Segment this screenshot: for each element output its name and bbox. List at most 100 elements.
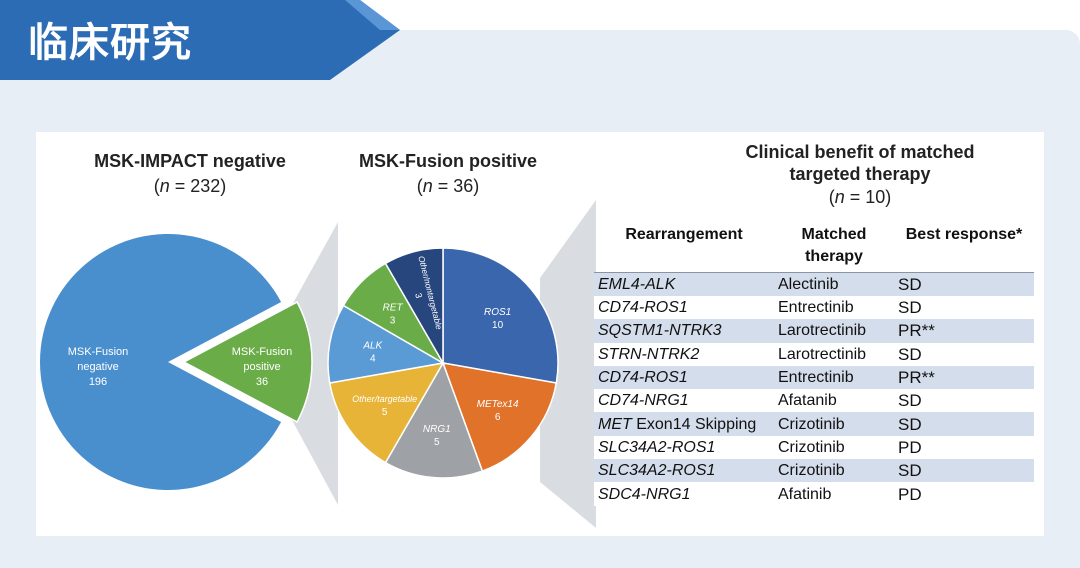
pie2-slice-metex14 [441,362,558,473]
cell-therapy: Crizotinib [774,412,894,436]
table-row: MET Exon14 Skipping Crizotinib SD [594,412,1034,436]
gene-name: SLC34A2-ROS1 [598,462,716,480]
cell-therapy: Entrectinib [774,365,894,390]
cell-rearrangement: CD74-ROS1 [594,296,774,320]
pie2-slice-other-nontargetable [384,247,444,366]
cell-response: PD [894,435,1034,460]
table-header-row: Rearrangement Matched therapy Best respo… [594,215,1034,273]
pie2-label-other-targetable: Other/targetable [352,394,417,404]
pie2-n-value: = 36 [437,176,474,196]
gene-name: SLC34A2-ROS1 [598,438,716,456]
cell-rearrangement: CD74-NRG1 [594,389,774,413]
table-row: EML4-ALK Alectinib SD [594,272,1034,296]
cell-rearrangement: CD74-ROS1 [594,365,774,390]
table-row: CD74-ROS1 Entrectinib PR** [594,365,1034,390]
cell-rearrangement: STRN-NTRK2 [594,342,774,366]
cell-response: SD [894,412,1034,436]
table-row: CD74-NRG1 Afatanib SD [594,389,1034,413]
connector-shade-1-inner [300,250,330,480]
gene-name: SDC4-NRG1 [598,485,691,503]
header-banner-shape [0,0,400,80]
cell-rearrangement: MET Exon14 Skipping [594,412,774,436]
header-banner [0,0,400,80]
gene-name: CD74-ROS1 [598,299,688,317]
table-n-value: = 10 [849,187,886,207]
pie2-label-ros1: ROS1 [484,307,511,318]
pie2-slice-alk [327,304,446,384]
cell-rearrangement: SLC34A2-ROS1 [594,459,774,483]
cell-rearrangement: SDC4-NRG1 [594,482,774,506]
cell-therapy: Afatinib [774,482,894,506]
pie2-label-ret: RET [383,303,404,314]
cell-rearrangement: SQSTM1-NTRK3 [594,319,774,343]
pie1-negative-label-line1: MSK-Fusion [68,346,129,358]
table-body: EML4-ALK Alectinib SD CD74-ROS1 Entrectinib S… [594,272,1034,506]
cell-rearrangement: EML4-ALK [594,272,774,296]
cell-therapy: Alectinib [774,272,894,296]
gene-suffix: Exon14 Skipping [631,415,757,433]
gene-name: CD74-NRG1 [598,392,689,410]
col-header-therapy: Matched therapy [774,215,894,273]
gene-name: CD74-ROS1 [598,369,688,387]
pie1-positive-label-line1: MSK-Fusion [232,346,293,358]
cell-rearrangement: SLC34A2-ROS1 [594,435,774,460]
gene-name: STRN-NTRK2 [598,345,700,363]
pie1-slice-negative [40,234,282,491]
cell-therapy: Crizotinib [774,435,894,460]
pie1-negative-value: 196 [89,376,107,388]
cell-therapy: Crizotinib [774,459,894,483]
gene-name: SQSTM1-NTRK3 [598,322,722,340]
pie2-value-nrg1: 5 [434,437,440,448]
therapy-table-wrap: Rearrangement Matched therapy Best respo… [594,215,1034,506]
pie1-slice-positive [182,301,313,423]
therapy-table: Rearrangement Matched therapy Best respo… [594,215,1034,506]
table-subtitle: (n = 10) [828,187,892,207]
pie1-title: MSK-IMPACT negative [94,151,286,171]
pie2-slice-other-targetable [328,361,445,464]
pie2-subtitle: (n = 36) [416,176,480,196]
gene-name: EML4-ALK [598,276,676,293]
table-title-line1: Clinical benefit of matched [745,142,975,162]
table-row: SLC34A2-ROS1 Crizotinib SD [594,459,1034,483]
table-row: CD74-ROS1 Entrectinib SD [594,296,1034,320]
cell-response: SD [894,389,1034,413]
table-n-label: n [834,187,845,207]
cell-response: SD [894,342,1034,366]
table-row: SQSTM1-NTRK3 Larotrectinib PR** [594,319,1034,343]
cell-response: SD [894,459,1034,483]
cell-therapy: Afatanib [774,389,894,413]
col-header-rearrangement: Rearrangement [594,215,774,273]
cell-response: PD [894,482,1034,506]
cell-therapy: Larotrectinib [774,319,894,343]
pie1-n-label: n [159,176,170,196]
pie1-negative-label-line2: negative [77,361,119,373]
pie2-value-ros1: 10 [492,320,504,331]
connector-shade-2-inner [548,232,588,500]
pie2-n-label: n [422,176,433,196]
pie2-slice-nrg1 [384,361,484,479]
pie1-subtitle: (n = 232) [153,176,227,196]
cell-response: PR** [894,365,1034,390]
col-header-response: Best response* [894,215,1034,273]
pie2-value-ret: 3 [390,316,396,327]
pie2-value-alk: 4 [370,354,376,365]
table-row: SLC34A2-ROS1 Crizotinib PD [594,435,1034,460]
pie2-value-other-targetable: 5 [382,407,388,418]
cell-response: PR** [894,319,1034,343]
table-row: SDC4-NRG1 Afatinib PD [594,482,1034,506]
pie2-value-other-nontargetable: 3 [413,292,424,299]
pie2-slice-ros1 [442,247,559,384]
gene-name: MET [598,415,632,433]
pie1-positive-label-line2: positive [243,361,280,373]
header-title: 临床研究 [28,20,192,66]
pie2-value-metex14: 6 [495,412,501,423]
cell-therapy: Entrectinib [774,296,894,320]
cell-response: SD [894,296,1034,320]
pie1-n-value: = 232 [174,176,221,196]
cell-response: SD [894,272,1034,296]
pie2-label-nrg1: NRG1 [423,424,451,435]
table-title-line2: targeted therapy [789,164,931,184]
pie2-label-alk: ALK [362,341,383,352]
table-row: STRN-NTRK2 Larotrectinib SD [594,342,1034,366]
